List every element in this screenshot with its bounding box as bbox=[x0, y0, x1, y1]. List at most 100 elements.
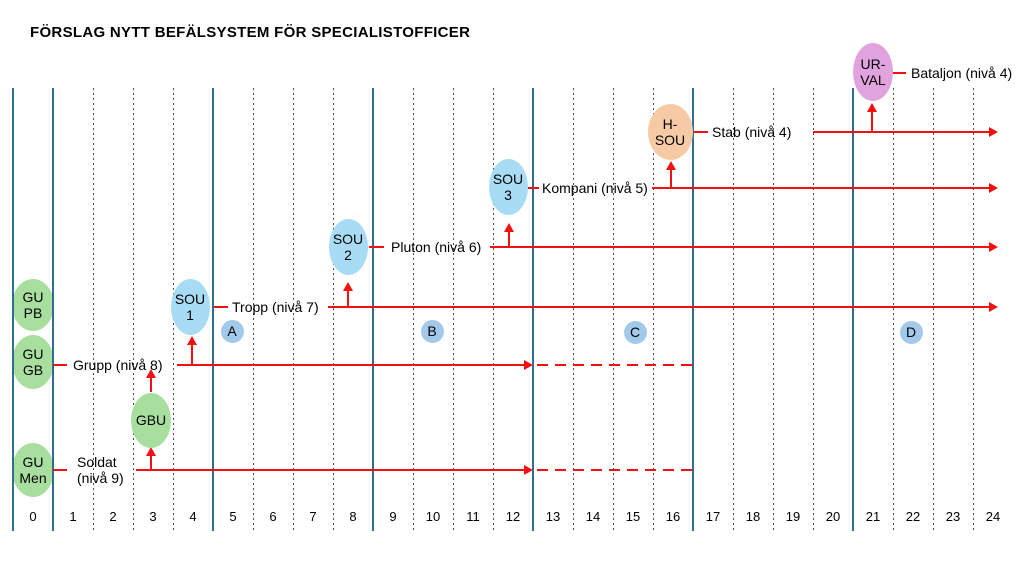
up-arrowhead-stab-to-urval bbox=[867, 103, 877, 112]
grid-line-minor bbox=[653, 88, 654, 531]
up-arrowhead-gbu-to-grupp bbox=[146, 369, 156, 378]
node-sou-2: SOU 2 bbox=[328, 219, 368, 275]
row-label-soldat: Soldat (nivå 9) bbox=[77, 454, 124, 486]
row-arrowhead-pluton bbox=[989, 242, 998, 252]
row-connector-pluton bbox=[369, 246, 384, 248]
grid-line-minor bbox=[293, 88, 294, 531]
page-title: FÖRSLAG NYTT BEFÄLSYSTEM FÖR SPECIALISTO… bbox=[30, 24, 471, 41]
row-connector-kompani bbox=[528, 187, 539, 189]
grid-line-major bbox=[212, 88, 214, 531]
up-arrow-shaft-grupp-to-sou1 bbox=[191, 344, 193, 364]
row-line-pluton bbox=[490, 246, 989, 248]
node-gu-men: GU Men bbox=[12, 443, 54, 497]
node-h-sou: H- SOU bbox=[647, 104, 693, 160]
row-dashed-soldat bbox=[537, 469, 693, 471]
grid-line-minor bbox=[93, 88, 94, 531]
axis-label-20: 20 bbox=[825, 509, 841, 524]
row-line-stab bbox=[813, 131, 989, 133]
row-connector-stab bbox=[694, 131, 708, 133]
up-arrowhead-pluton-to-sou3 bbox=[504, 223, 514, 232]
row-label-grupp: Grupp (nivå 8) bbox=[73, 357, 163, 373]
row-connector-grupp bbox=[53, 364, 67, 366]
node-gu-pb: GU PB bbox=[12, 279, 54, 331]
row-connector-bataljon bbox=[892, 72, 906, 74]
row-arrowhead-kompani bbox=[989, 183, 998, 193]
grid-line-major bbox=[532, 88, 534, 531]
axis-label-17: 17 bbox=[705, 509, 721, 524]
grid-line-minor bbox=[493, 88, 494, 531]
axis-label-5: 5 bbox=[229, 509, 237, 524]
grid-line-major bbox=[852, 88, 854, 531]
up-arrowhead-kompani-to-hsou bbox=[666, 161, 676, 170]
row-connector-soldat bbox=[53, 469, 67, 471]
axis-label-22: 22 bbox=[905, 509, 921, 524]
axis-label-6: 6 bbox=[269, 509, 277, 524]
grid-line-minor bbox=[773, 88, 774, 531]
row-line-kompani bbox=[652, 187, 989, 189]
up-arrowhead-soldat-to-gbu bbox=[146, 447, 156, 456]
grid-line-minor bbox=[893, 88, 894, 531]
up-arrow-shaft-soldat-to-gbu bbox=[150, 455, 152, 469]
row-line-tropp bbox=[328, 306, 989, 308]
axis-label-14: 14 bbox=[585, 509, 601, 524]
row-arrowhead-soldat bbox=[524, 465, 533, 475]
axis-label-4: 4 bbox=[189, 509, 197, 524]
row-label-tropp: Tropp (nivå 7) bbox=[232, 299, 319, 315]
axis-label-2: 2 bbox=[109, 509, 117, 524]
node-point-c: C bbox=[623, 320, 647, 344]
node-point-b: B bbox=[420, 319, 444, 343]
grid-line-major bbox=[52, 88, 54, 531]
axis-label-1: 1 bbox=[69, 509, 77, 524]
grid-line-major bbox=[372, 88, 374, 531]
node-sou-3: SOU 3 bbox=[488, 159, 528, 215]
axis-label-0: 0 bbox=[29, 509, 37, 524]
grid-line-minor bbox=[933, 88, 934, 531]
axis-label-21: 21 bbox=[865, 509, 881, 524]
row-connector-tropp bbox=[214, 306, 228, 308]
up-arrow-shaft-stab-to-urval bbox=[871, 111, 873, 131]
node-point-d: D bbox=[899, 320, 923, 344]
axis-label-19: 19 bbox=[785, 509, 801, 524]
row-label-kompani: Kompani (nivå 5) bbox=[542, 180, 648, 196]
node-gu-gb: GU GB bbox=[12, 335, 54, 389]
row-line-grupp bbox=[177, 364, 524, 366]
row-label-pluton: Pluton (nivå 6) bbox=[391, 239, 482, 255]
axis-label-11: 11 bbox=[466, 509, 480, 524]
axis-label-15: 15 bbox=[625, 509, 641, 524]
row-arrowhead-stab bbox=[989, 127, 998, 137]
row-arrowhead-grupp bbox=[524, 360, 533, 370]
up-arrowhead-grupp-to-sou1 bbox=[187, 336, 197, 345]
grid-line-major bbox=[692, 88, 694, 531]
axis-label-18: 18 bbox=[745, 509, 761, 524]
node-sou-1: SOU 1 bbox=[170, 279, 210, 335]
axis-label-10: 10 bbox=[425, 509, 441, 524]
row-label-bataljon: Bataljon (nivå 4) bbox=[911, 65, 1013, 81]
grid-line-minor bbox=[333, 88, 334, 531]
up-arrowhead-tropp-to-sou2 bbox=[343, 282, 353, 291]
grid-line-minor bbox=[733, 88, 734, 531]
axis-label-3: 3 bbox=[149, 509, 157, 524]
row-dashed-grupp bbox=[537, 364, 693, 366]
node-ur-val: UR- VAL bbox=[853, 43, 893, 101]
axis-label-12: 12 bbox=[505, 509, 521, 524]
grid-line-minor bbox=[973, 88, 974, 531]
axis-label-24: 24 bbox=[985, 509, 1001, 524]
row-arrowhead-tropp bbox=[989, 302, 998, 312]
grid-line-minor bbox=[813, 88, 814, 531]
axis-label-16: 16 bbox=[665, 509, 681, 524]
node-gbu: GBU bbox=[131, 392, 171, 448]
grid-line-minor bbox=[573, 88, 574, 531]
up-arrow-shaft-tropp-to-sou2 bbox=[347, 290, 349, 306]
grid-line-minor bbox=[613, 88, 614, 531]
grid-line-minor bbox=[133, 88, 134, 531]
grid-line-major bbox=[12, 88, 14, 531]
axis-label-23: 23 bbox=[945, 509, 961, 524]
axis-label-9: 9 bbox=[389, 509, 397, 524]
up-arrow-shaft-gbu-to-grupp bbox=[150, 377, 152, 392]
node-point-a: A bbox=[220, 319, 244, 343]
grid-line-minor bbox=[413, 88, 414, 531]
grid-line-minor bbox=[253, 88, 254, 531]
axis-label-7: 7 bbox=[309, 509, 317, 524]
row-line-soldat bbox=[136, 469, 524, 471]
